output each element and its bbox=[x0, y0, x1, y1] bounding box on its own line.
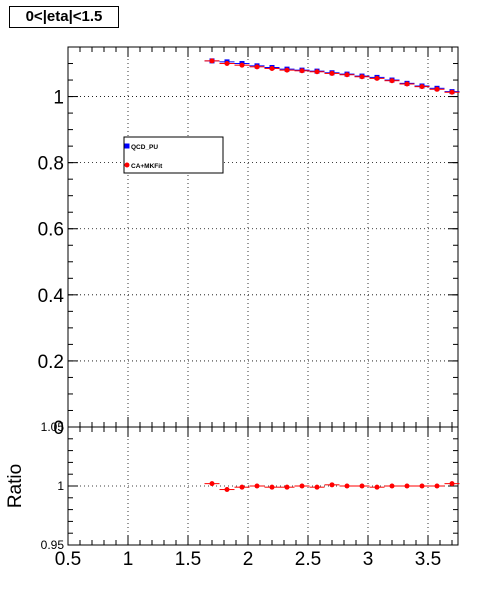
data-point bbox=[329, 70, 335, 76]
legend-marker bbox=[124, 162, 130, 168]
data-point bbox=[359, 74, 365, 80]
x-tick-label: 2 bbox=[243, 549, 254, 570]
data-point bbox=[284, 484, 290, 490]
y-tick-label: 0.95 bbox=[41, 538, 65, 552]
data-point bbox=[404, 483, 410, 489]
data-point bbox=[329, 482, 335, 488]
data-point bbox=[434, 483, 440, 489]
y-tick-label: 0.6 bbox=[38, 220, 64, 241]
ratio-panel: 0.95 1 1.05 0.5 1 1.5 2 2.5 3 3.5 Ratio bbox=[5, 420, 460, 570]
data-point bbox=[254, 64, 260, 70]
x-tick-label: 1.5 bbox=[175, 549, 201, 570]
legend-label: CA+MKFit bbox=[131, 163, 163, 170]
x-tick-label: 0.5 bbox=[55, 549, 81, 570]
y-tick-label: 0 bbox=[53, 418, 64, 439]
x-tick-label: 3.5 bbox=[415, 549, 441, 570]
data-point bbox=[224, 487, 230, 493]
legend-label: QCD_PU bbox=[131, 144, 158, 151]
data-point bbox=[299, 483, 305, 489]
data-point bbox=[449, 481, 455, 487]
data-point bbox=[269, 484, 275, 490]
x-tick-label: 1 bbox=[123, 549, 134, 570]
legend-marker bbox=[124, 143, 130, 149]
y-tick-label: 1 bbox=[57, 479, 64, 493]
series-ca-mkfit bbox=[204, 58, 460, 95]
plot-frame bbox=[67, 46, 459, 428]
data-point bbox=[449, 89, 455, 95]
data-point bbox=[224, 61, 230, 67]
y-axis-label: Ratio bbox=[5, 464, 26, 508]
data-point bbox=[314, 484, 320, 490]
data-point bbox=[344, 72, 350, 78]
data-point bbox=[209, 481, 215, 487]
data-point bbox=[239, 484, 245, 490]
data-point bbox=[374, 75, 380, 81]
y-tick-label: 0.8 bbox=[38, 154, 64, 175]
data-point bbox=[239, 62, 245, 68]
x-tick-label: 2.5 bbox=[295, 549, 321, 570]
y-tick-label: 0.2 bbox=[38, 352, 64, 373]
data-point bbox=[389, 78, 395, 84]
data-point bbox=[299, 68, 305, 74]
data-point bbox=[359, 483, 365, 489]
x-tick-label: 3 bbox=[363, 549, 374, 570]
legend: QCD_PU CA+MKFit bbox=[123, 136, 224, 174]
y-tick-label: 1 bbox=[53, 88, 64, 109]
data-point bbox=[284, 67, 290, 73]
data-point bbox=[389, 483, 395, 489]
series-ratio bbox=[204, 481, 460, 493]
data-point bbox=[254, 483, 260, 489]
y-tick-label: 1.05 bbox=[41, 420, 65, 434]
data-point bbox=[344, 483, 350, 489]
legend-box bbox=[123, 136, 224, 174]
y-tick-label: 0.4 bbox=[38, 286, 65, 307]
data-point bbox=[419, 84, 425, 90]
data-point bbox=[419, 483, 425, 489]
top-panel: 0 0.2 0.4 0.6 0.8 1 bbox=[38, 46, 460, 439]
data-point bbox=[404, 81, 410, 87]
data-point bbox=[269, 65, 275, 71]
data-point bbox=[209, 58, 215, 64]
data-point bbox=[434, 86, 440, 92]
data-point bbox=[314, 69, 320, 75]
data-point bbox=[374, 484, 380, 490]
plot-title: 0<|eta|<1.5 bbox=[9, 6, 119, 28]
